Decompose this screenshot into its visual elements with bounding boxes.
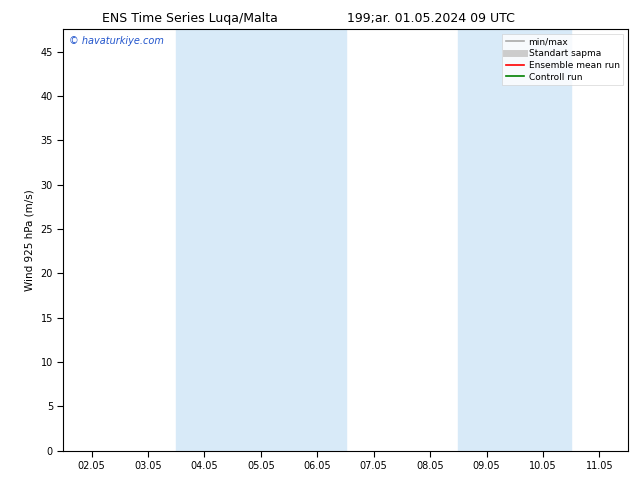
- Bar: [176, 29, 289, 451]
- Y-axis label: Wind 925 hPa (m/s): Wind 925 hPa (m/s): [25, 189, 35, 291]
- Legend: min/max, Standart sapma, Ensemble mean run, Controll run: min/max, Standart sapma, Ensemble mean r…: [502, 34, 623, 85]
- Text: ENS Time Series Luqa/Malta: ENS Time Series Luqa/Malta: [102, 12, 278, 25]
- Bar: [458, 29, 571, 451]
- Text: 199;ar. 01.05.2024 09 UTC: 199;ar. 01.05.2024 09 UTC: [347, 12, 515, 25]
- Bar: [233, 29, 346, 451]
- Text: © havaturkiye.com: © havaturkiye.com: [69, 36, 164, 46]
